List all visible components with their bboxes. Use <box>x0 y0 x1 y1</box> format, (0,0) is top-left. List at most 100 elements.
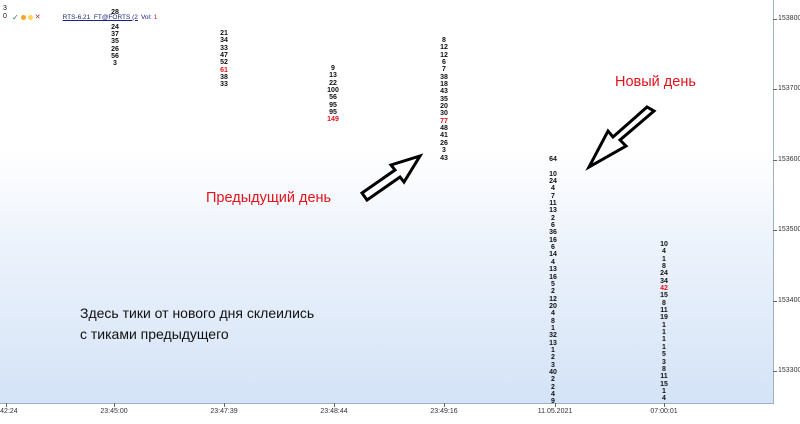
tick-volume-label: 4 <box>551 310 555 318</box>
tick-volume-label: 37 <box>111 31 119 39</box>
settings-dot-icon[interactable] <box>20 14 26 20</box>
y-tick-label: 153700 <box>778 85 800 93</box>
tick-volume-label: 19 <box>660 314 668 322</box>
tick-volume-label: 15 <box>660 292 668 300</box>
tick-volume-label: 8 <box>662 299 666 307</box>
tick-volume-label: 3 <box>551 361 555 369</box>
tick-volume-label: 13 <box>549 339 557 347</box>
tick-volume-label: 24 <box>549 178 557 186</box>
tick-volume-label: 47 <box>220 52 228 60</box>
tick-column: 28 24 37 35 26 56 3 <box>103 9 127 68</box>
x-tick-mark <box>334 403 335 407</box>
check-icon[interactable]: ✓ <box>12 12 19 22</box>
tick-volume-label: 30 <box>440 110 448 118</box>
tick-volume-label: 38 <box>220 74 228 82</box>
x-tick-mark <box>444 403 445 407</box>
chart-legend-header: ✓ ✕ RTS-6.21_FT@FORTS (2 Vol: 1 <box>0 12 157 22</box>
note-line-2: с тиками предыдущего <box>80 326 229 342</box>
x-tick-mark <box>6 403 7 407</box>
vol-value: 1 <box>153 13 158 21</box>
tick-volume-label: 6 <box>442 59 446 67</box>
tick-volume-label <box>103 16 127 23</box>
tick-column: 64 10 24 4 7 11 13 2 6 36 16 6 14 4 13 16 5 2 12 20 4 8 1 32 13… <box>541 156 565 406</box>
y-tick-mark <box>773 300 777 302</box>
tick-volume-label: 61 <box>220 66 228 74</box>
tick-volume-label: 8 <box>662 263 666 271</box>
tick-volume-label: 3 <box>113 60 117 68</box>
tick-volume-label: 24 <box>111 23 119 31</box>
tick-volume-label: 1 <box>551 324 555 332</box>
y-tick-mark <box>773 89 777 91</box>
tick-volume-label: 36 <box>549 229 557 237</box>
plot-right-border <box>773 0 774 403</box>
tick-volume-label: 56 <box>329 94 337 102</box>
tick-volume-label: 34 <box>660 277 668 285</box>
tick-volume-label: 35 <box>111 38 119 46</box>
tick-volume-label: 5 <box>551 280 555 288</box>
tick-volume-label: 1 <box>662 321 666 329</box>
tick-volume-label: 11 <box>549 200 557 208</box>
tick-volume-label: 6 <box>551 222 555 230</box>
x-axis-line <box>0 403 774 404</box>
previous-day-annotation: Предыдущий день <box>206 190 332 206</box>
tick-column: 10 4 1 8 24 34 42 15 8 11 19 1 1 1 1 5 3 8 11 15 1 4 <box>652 241 676 403</box>
corner-values: 3 0 <box>3 5 7 20</box>
tick-volume-label: 13 <box>329 72 337 80</box>
tick-volume-label: 1 <box>662 329 666 337</box>
tick-volume-label: 95 <box>329 109 337 117</box>
indicator-dot-icon[interactable] <box>27 14 33 20</box>
tick-volume-label: 7 <box>442 66 446 74</box>
corner-value-top: 3 <box>3 5 7 12</box>
close-icon[interactable]: ✕ <box>34 14 41 21</box>
tick-volume-label: 21 <box>220 30 228 37</box>
instrument-label: RTS-6.21_FT@FORTS (2 <box>62 13 138 21</box>
tick-volume-label: 7 <box>551 192 555 200</box>
y-tick-mark <box>773 159 777 161</box>
tick-volume-label: 2 <box>551 376 555 384</box>
tick-volume-label: 6 <box>551 244 555 252</box>
tick-volume-label: 4 <box>551 391 555 398</box>
x-tick-label: 23:49:16 <box>430 408 458 415</box>
tick-volume-label: 48 <box>440 125 448 133</box>
y-tick-mark <box>773 19 777 20</box>
tick-volume-label: 41 <box>440 132 448 140</box>
tick-volume-label: 15 <box>660 380 668 388</box>
tick-volume-label: 16 <box>549 273 557 281</box>
tick-volume-label: 3 <box>662 358 666 366</box>
tick-volume-label: 11 <box>660 307 668 315</box>
tick-column: 9 13 22 100 56 95 95 149 <box>321 65 345 124</box>
tick-volume-label: 2 <box>551 383 555 391</box>
vol-label: Vol: <box>140 13 152 21</box>
tick-column: 8 12 12 6 7 38 18 43 35 20 30 77 48 41 26 3 43 <box>432 37 456 162</box>
tick-volume-label: 24 <box>660 270 668 278</box>
corner-value-bottom: 0 <box>3 12 7 20</box>
note-line-1: Здесь тики от нового дня склеились <box>80 305 315 321</box>
tick-volume-label: 64 <box>549 156 557 163</box>
y-tick-mark <box>773 371 777 372</box>
tick-volume-label: 14 <box>549 251 557 259</box>
tick-volume-label: 2 <box>551 214 555 222</box>
tick-volume-label: 100 <box>327 87 339 95</box>
tick-volume-label: 56 <box>111 53 119 61</box>
y-tick-label: 153500 <box>778 226 800 234</box>
x-tick-label: 23:45:00 <box>100 408 128 415</box>
tick-volume-label: 95 <box>329 101 337 109</box>
tick-volume-label: 32 <box>549 332 557 340</box>
tick-volume-label: 5 <box>662 351 666 359</box>
tick-volume-label: 1 <box>662 255 666 263</box>
tick-volume-label: 42 <box>660 285 668 293</box>
tick-volume-label: 33 <box>220 44 228 52</box>
y-tick-label: 153600 <box>778 155 800 163</box>
tick-volume-label: 35 <box>440 95 448 103</box>
tick-volume-label: 43 <box>440 88 448 96</box>
new-day-annotation: Новый день <box>615 74 696 90</box>
tick-volume-label: 1 <box>662 336 666 344</box>
tick-volume-label: 12 <box>440 44 448 52</box>
tick-volume-label: 11 <box>660 373 668 381</box>
tick-volume-label: 12 <box>440 51 448 59</box>
tick-volume-label: 1 <box>662 387 666 395</box>
tick-volume-label: 18 <box>440 81 448 89</box>
tick-volume-label: 4 <box>662 395 666 403</box>
tick-volume-label: 13 <box>549 207 557 215</box>
tick-volume-label: 22 <box>329 79 337 87</box>
